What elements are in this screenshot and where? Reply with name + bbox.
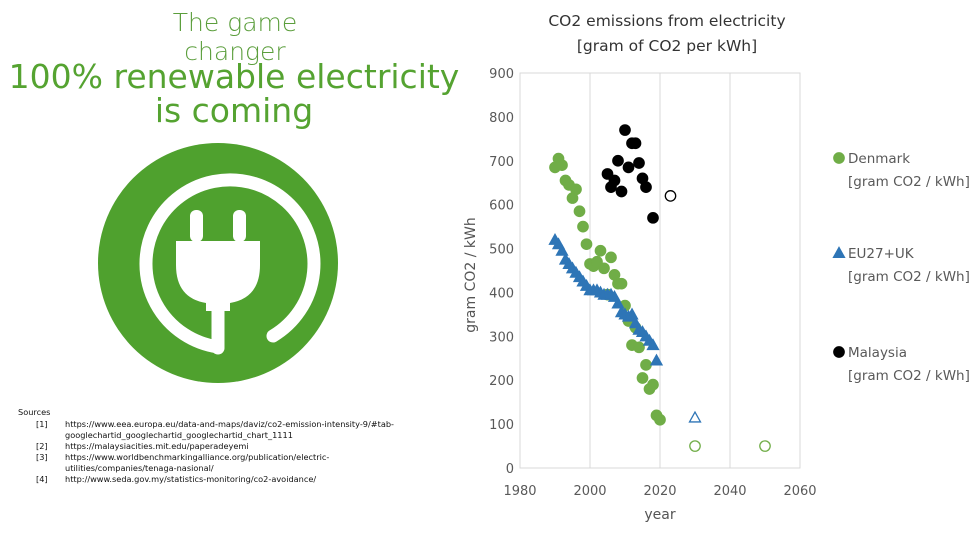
denmark-data-point <box>556 159 568 172</box>
y-tick-label: 100 <box>489 418 514 433</box>
denmark-data-point <box>580 238 593 251</box>
denmark-projected-point <box>759 440 771 452</box>
source-ref: [4] <box>36 474 48 484</box>
eu27-uk-data-point <box>611 296 625 309</box>
x-tick-label: 2000 <box>573 484 606 499</box>
source-item: [4] http://www.seda.gov.my/statistics-mo… <box>18 474 438 485</box>
source-ref: [2] <box>36 441 48 451</box>
legend-unit-eu27-uk: [gram CO2 / kWh] <box>848 269 970 285</box>
y-tick-label: 700 <box>489 155 514 170</box>
y-tick-label: 0 <box>506 462 514 477</box>
eu27-uk-data-point <box>625 307 639 320</box>
eu27-uk-data-point <box>555 243 569 256</box>
source-ref: [1] <box>36 419 48 429</box>
legend-label-eu27-uk: EU27+UK <box>848 246 915 262</box>
y-tick-label: 600 <box>489 199 514 214</box>
y-tick-label: 500 <box>489 243 514 258</box>
eu27-uk-data-point <box>646 338 660 351</box>
legend-label-malaysia: Malaysia <box>848 345 907 361</box>
malaysia-data-point <box>608 174 621 187</box>
source-url[interactable]: https://www.eea.europa.eu/data-and-maps/… <box>65 419 394 440</box>
malaysia-data-point <box>647 211 659 224</box>
malaysia-data-point <box>633 157 645 169</box>
co2-chart: CO2 emissions from electricity [gram of … <box>455 5 975 534</box>
denmark-data-point <box>640 359 652 371</box>
malaysia-data-point <box>640 181 652 193</box>
source-url[interactable]: https://www.worldbenchmarkingalliance.or… <box>65 452 330 473</box>
malaysia-data-point <box>629 137 642 150</box>
y-tick-label: 900 <box>489 67 514 82</box>
source-item: [2] https://malaysiacities.mit.edu/paper… <box>18 441 438 452</box>
y-tick-label: 200 <box>489 374 514 389</box>
slide-subtitle: The game changer <box>172 8 298 66</box>
source-ref: [3] <box>36 452 48 462</box>
denmark-data-point <box>573 205 586 218</box>
x-tick-label: 1980 <box>503 484 536 499</box>
eu27-uk-projected-point <box>688 410 702 423</box>
eu27-uk-data-point <box>649 353 664 366</box>
denmark-data-point <box>654 413 666 426</box>
co2-scatter-plot: CO2 emissions from electricity [gram of … <box>463 12 970 523</box>
plug-icon <box>98 143 338 383</box>
legend-marker-malaysia <box>833 346 845 358</box>
source-item: [1] https://www.eea.europa.eu/data-and-m… <box>18 419 438 441</box>
legend-unit-denmark: [gram CO2 / kWh] <box>848 174 970 190</box>
denmark-data-point <box>636 372 649 384</box>
denmark-data-point <box>647 378 659 391</box>
source-item: [3] https://www.worldbenchmarkingallianc… <box>18 452 438 474</box>
denmark-data-point <box>594 244 607 257</box>
sources-list: Sources [1] https://www.eea.europa.eu/da… <box>18 407 438 485</box>
denmark-projected-point <box>689 440 701 452</box>
headline-line-2: is coming <box>154 91 314 130</box>
x-tick-label: 2020 <box>643 484 676 499</box>
plug-logo <box>98 143 338 387</box>
chart-title-line-1: CO2 emissions from electricity <box>548 12 785 30</box>
legend-marker-eu27-uk <box>832 246 846 259</box>
y-tick-label: 300 <box>489 330 514 345</box>
source-url[interactable]: http://www.seda.gov.my/statistics-monito… <box>65 474 317 484</box>
slide-headline: 100% renewable electricity is coming <box>8 60 460 128</box>
denmark-data-point <box>605 251 617 264</box>
malaysia-projected-point <box>664 190 677 202</box>
y-tick-label: 800 <box>489 111 514 126</box>
denmark-data-point <box>591 255 603 268</box>
source-url[interactable]: https://malaysiacities.mit.edu/paperadey… <box>65 441 249 451</box>
legend-marker-denmark <box>833 152 845 164</box>
y-axis-label: gram CO2 / kWh <box>463 217 479 332</box>
denmark-data-point <box>577 220 589 233</box>
malaysia-data-point <box>622 161 635 174</box>
legend-unit-malaysia: [gram CO2 / kWh] <box>848 368 970 384</box>
legend-label-denmark: Denmark <box>848 151 910 167</box>
headline-line-1: 100% renewable electricity <box>8 57 460 96</box>
x-tick-label: 2040 <box>713 484 746 499</box>
malaysia-data-point <box>615 185 628 198</box>
x-axis-label: year <box>644 507 675 523</box>
malaysia-data-point <box>612 154 624 167</box>
malaysia-data-point <box>601 168 614 180</box>
denmark-data-point <box>615 277 628 290</box>
x-tick-label: 2060 <box>783 484 816 499</box>
denmark-data-point <box>633 341 645 354</box>
denmark-data-point <box>570 183 582 196</box>
chart-title-line-2: [gram of CO2 per kWh] <box>577 37 757 55</box>
denmark-data-point <box>598 262 610 275</box>
malaysia-data-point <box>619 124 631 136</box>
sources-title: Sources <box>18 407 51 417</box>
y-tick-label: 400 <box>489 286 514 301</box>
